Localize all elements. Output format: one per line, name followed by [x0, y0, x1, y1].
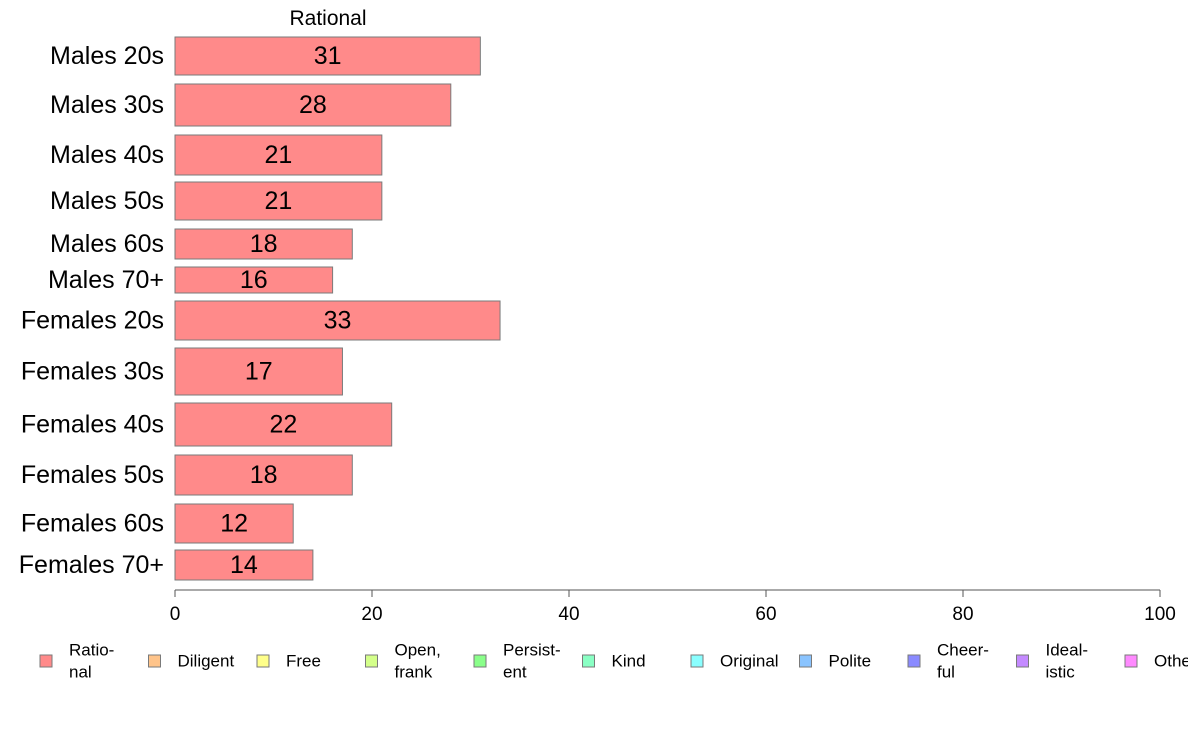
bars-group: Males 20s 31 Males 30s 28 Males 40s 21 Males 5…: [19, 36, 501, 581]
legend-entry: Other: [1124, 652, 1188, 671]
data-label: 21: [265, 187, 293, 215]
legend-label: Original: [720, 652, 779, 671]
legend-entry: Ratio-nal: [39, 641, 114, 682]
legend-swatch: [799, 654, 812, 668]
category-label: Females 70+: [19, 551, 164, 579]
category-label: Females 50s: [21, 461, 164, 489]
legend-swatch: [256, 654, 270, 668]
bar: [174, 402, 393, 447]
data-label: 31: [314, 42, 342, 70]
category-label: Males 60s: [50, 230, 164, 258]
legend-entry: Cheer-ful: [907, 641, 989, 682]
legend-swatch: [365, 654, 378, 668]
legend-label: Free: [286, 652, 321, 671]
legend-label: Other: [1154, 652, 1188, 671]
data-label: 33: [324, 307, 352, 335]
legend-swatch: [582, 654, 595, 668]
legend-swatch: [1016, 654, 1029, 668]
legend-label: Persist-: [503, 641, 561, 660]
legend-entry: Ideal-istic: [1016, 641, 1089, 682]
data-label: 18: [250, 230, 278, 258]
legend-label: Ratio-: [69, 641, 114, 660]
legend-label: Cheer-: [937, 641, 989, 660]
legend-swatch: [39, 654, 53, 668]
category-label: Females 40s: [21, 411, 164, 439]
category-label: Females 20s: [21, 307, 164, 335]
category-label: Males 70+: [48, 266, 164, 294]
x-tick-label: 100: [1144, 604, 1176, 625]
x-tick-label: 60: [755, 604, 776, 625]
bar: [174, 36, 481, 76]
legend-label: Ideal-: [1046, 641, 1089, 660]
legend-label: ent: [503, 663, 527, 682]
x-tick-label: 0: [170, 604, 181, 625]
legend-label: frank: [395, 663, 433, 682]
bar: [174, 549, 314, 581]
legend-entry: Open, frank: [365, 641, 441, 682]
legend-entry: Free: [256, 652, 321, 671]
legend-swatch: [690, 654, 704, 668]
data-label: 28: [299, 91, 327, 119]
legend-entry: Original: [690, 652, 779, 671]
legend-swatch: [473, 654, 487, 668]
bar: [174, 134, 383, 176]
data-label: 18: [250, 461, 278, 489]
legend-entry: Persist-ent: [473, 641, 561, 682]
bar: [174, 83, 452, 127]
data-label: 16: [240, 266, 268, 294]
bar: [174, 181, 383, 221]
legend-swatch: [148, 654, 161, 668]
x-tick-label: 40: [558, 604, 579, 625]
legend-entry: Diligent: [148, 652, 235, 671]
data-label: 22: [269, 411, 297, 439]
category-label: Males 20s: [50, 42, 164, 70]
legend-label: ful: [937, 663, 955, 682]
legend-entry: Polite: [799, 652, 872, 671]
chart-title: Rational: [289, 7, 366, 30]
data-label: 17: [245, 358, 273, 386]
legend-label: nal: [69, 663, 92, 682]
legend-swatch: [1124, 654, 1138, 668]
legend: Ratio-nal Diligent Free Open, frank Persist-e…: [39, 641, 1188, 682]
data-label: 21: [265, 141, 293, 169]
legend-label: istic: [1046, 663, 1076, 682]
bar: [174, 503, 294, 544]
category-label: Females 30s: [21, 358, 164, 386]
x-tick-label: 80: [952, 604, 973, 625]
bar: [174, 228, 353, 260]
category-label: Males 50s: [50, 187, 164, 215]
legend-label: Open,: [395, 641, 441, 660]
data-label: 12: [220, 510, 248, 538]
category-label: Males 40s: [50, 141, 164, 169]
x-axis: 0 20 40 60 80 100: [170, 589, 1176, 625]
legend-label: Kind: [612, 652, 646, 671]
legend-label: Polite: [829, 652, 872, 671]
bar: [174, 347, 343, 396]
data-label: 14: [230, 551, 258, 579]
category-label: Males 30s: [50, 91, 164, 119]
bar: [174, 300, 501, 341]
legend-entry: Kind: [582, 652, 646, 671]
legend-swatch: [907, 654, 921, 668]
bar: [174, 266, 334, 294]
bar: [174, 454, 353, 496]
category-label: Females 60s: [21, 510, 164, 538]
legend-label: Diligent: [178, 652, 235, 671]
x-tick-label: 20: [361, 604, 382, 625]
